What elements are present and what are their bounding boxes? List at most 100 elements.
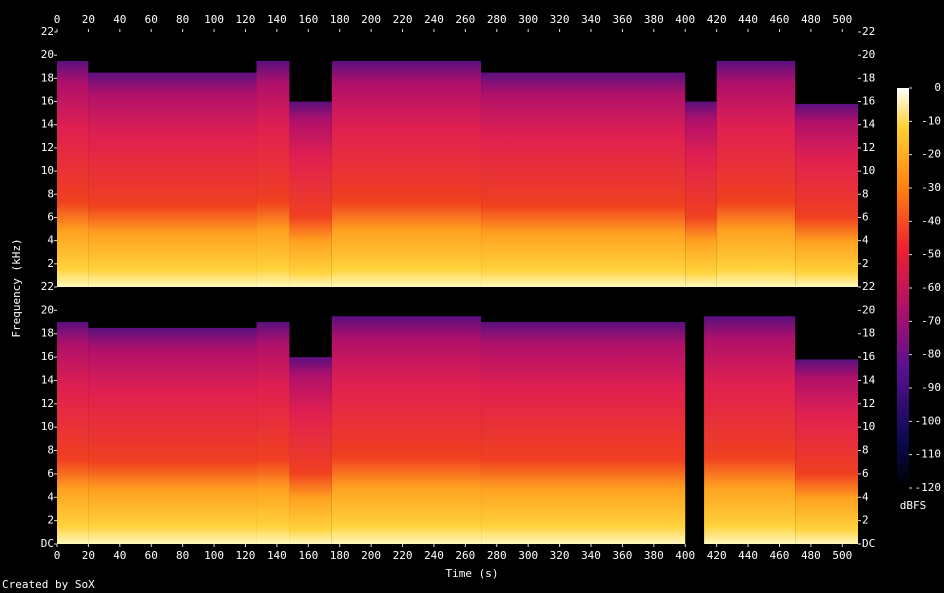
x-tick-label: 460 — [770, 549, 790, 562]
y-tick-label: 18 — [41, 71, 54, 84]
spectrum-segment — [795, 359, 858, 544]
y-tick-label-right: 16 — [862, 95, 875, 108]
x-tick-label-top: 460 — [770, 13, 790, 26]
y-tick-label: 6 — [47, 210, 54, 223]
y-tick-label: 8 — [47, 187, 54, 200]
x-tick-label: 500 — [832, 549, 852, 562]
colorbar-tick-label: -110 — [915, 448, 942, 461]
spectrum-segment — [256, 60, 290, 288]
spectrum-segment — [704, 316, 796, 544]
x-tick-label: 320 — [550, 549, 570, 562]
y-tick-label-right: 12 — [862, 141, 875, 154]
colorbar-tick-label: -70 — [921, 314, 941, 327]
x-tick-label: 80 — [176, 549, 189, 562]
y-tick-label-right: 10 — [862, 420, 875, 433]
y-tick-label-right: 10 — [862, 164, 875, 177]
colorbar — [897, 88, 909, 488]
x-tick-label-top: 260 — [455, 13, 475, 26]
y-tick-label-right: 2 — [862, 257, 869, 270]
x-tick-label: 480 — [801, 549, 821, 562]
x-tick-label: 200 — [361, 549, 381, 562]
y-tick-label-right: 14 — [862, 373, 876, 386]
colorbar-tick-label: -90 — [921, 381, 941, 394]
x-tick-label-top: 420 — [707, 13, 727, 26]
spectrum-segment — [481, 322, 686, 544]
x-tick-label: 100 — [204, 549, 224, 562]
x-tick-label-top: 20 — [82, 13, 95, 26]
x-tick-label: 60 — [145, 549, 158, 562]
y-tick-label-right: 12 — [862, 397, 875, 410]
x-tick-label-top: 80 — [176, 13, 189, 26]
y-tick-label-right: 16 — [862, 350, 875, 363]
colorbar-tick-label: 0 — [934, 81, 941, 94]
y-tick-label-right: 6 — [862, 210, 869, 223]
colorbar-label: dBFS — [900, 499, 927, 512]
x-tick-label-top: 120 — [236, 13, 256, 26]
x-tick-label: 0 — [54, 549, 61, 562]
spectrum-segment — [795, 103, 858, 287]
y-tick-label-right: 6 — [862, 467, 869, 480]
x-tick-label-top: 160 — [298, 13, 318, 26]
x-tick-label: 180 — [330, 549, 350, 562]
spectrum-segment — [289, 357, 332, 544]
x-tick-label-top: 440 — [738, 13, 758, 26]
spectrum-segment — [331, 316, 482, 544]
y-tick-label: 14 — [41, 118, 55, 131]
y-tick-label: 18 — [41, 327, 54, 340]
x-tick-label-top: 340 — [581, 13, 601, 26]
x-tick-label: 360 — [612, 549, 632, 562]
x-tick-label: 280 — [487, 549, 507, 562]
x-tick-label-top: 320 — [550, 13, 570, 26]
colorbar-tick-label: -40 — [921, 214, 941, 227]
x-tick-label-top: 380 — [644, 13, 664, 26]
spectrum-segment — [481, 72, 686, 288]
x-tick-label-top: 480 — [801, 13, 821, 26]
y-tick-label: DC — [41, 537, 54, 550]
x-tick-label: 40 — [113, 549, 126, 562]
footer: Created by SoX — [2, 578, 95, 591]
x-tick-label: 380 — [644, 549, 664, 562]
y-tick-label: 20 — [41, 303, 54, 316]
x-tick-label-top: 0 — [54, 13, 61, 26]
x-tick-label: 220 — [393, 549, 413, 562]
x-tick-label: 440 — [738, 549, 758, 562]
spectrum-segment — [256, 322, 290, 544]
colorbar-tick-label: -20 — [921, 148, 941, 161]
spectrum-segment — [57, 322, 89, 544]
x-tick-label-top: 140 — [267, 13, 287, 26]
y-tick-label: 20 — [41, 48, 54, 61]
y-tick-label-right: 20 — [862, 48, 875, 61]
x-tick-label-top: 100 — [204, 13, 224, 26]
y-tick-label: 2 — [47, 514, 54, 527]
x-tick-label-top: 500 — [832, 13, 852, 26]
y-axis-label: Frequency (kHz) — [10, 238, 23, 337]
y-tick-label-right: 22 — [862, 25, 875, 38]
y-tick-label: 4 — [47, 234, 54, 247]
spectrum-segment — [331, 60, 482, 288]
spectrum-segment — [685, 101, 717, 287]
y-tick-label: 2 — [47, 257, 54, 270]
x-tick-label: 300 — [518, 549, 538, 562]
x-tick-label: 400 — [675, 549, 695, 562]
x-tick-label: 420 — [707, 549, 727, 562]
y-tick-label-right: 20 — [862, 303, 875, 316]
x-tick-label-top: 180 — [330, 13, 350, 26]
x-tick-label: 340 — [581, 549, 601, 562]
y-tick-label-right: 4 — [862, 234, 869, 247]
x-tick-label: 240 — [424, 549, 444, 562]
y-tick-label: 16 — [41, 350, 54, 363]
colorbar-tick-label: -80 — [921, 348, 941, 361]
y-tick-label-right: 8 — [862, 187, 869, 200]
y-tick-label-right: 8 — [862, 444, 869, 457]
spectrum-segment — [289, 101, 332, 287]
colorbar-tick-label: -120 — [915, 481, 942, 494]
colorbar-tick-label: -60 — [921, 281, 941, 294]
x-tick-label: 140 — [267, 549, 287, 562]
spectrum-segment — [88, 72, 257, 288]
y-tick-label: 12 — [41, 141, 54, 154]
x-tick-label-top: 400 — [675, 13, 695, 26]
y-tick-label-right: 2 — [862, 514, 869, 527]
x-tick-label: 120 — [236, 549, 256, 562]
spectrum-segment — [57, 60, 89, 288]
